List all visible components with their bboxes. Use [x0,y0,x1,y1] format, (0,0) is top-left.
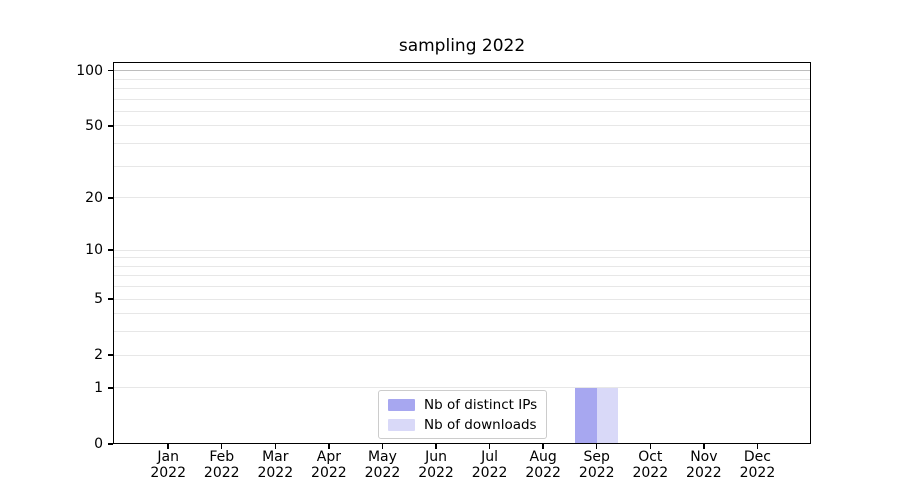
y-tick-label: 10 [85,242,103,259]
gridline [114,165,810,167]
gridline [114,125,810,127]
bar-nb-of-downloads [596,387,619,444]
x-tick-mark [703,444,705,449]
plot-area [113,62,811,444]
gridline [114,286,810,288]
y-tick-mark [108,197,113,199]
y-tick-label: 0 [94,436,103,452]
x-tick-mark [649,444,652,449]
x-tick-label: Oct 2022 [632,449,669,481]
gridline [114,354,810,356]
legend: Nb of distinct IPs Nb of downloads [378,390,548,439]
legend-swatch-distinct-ips-icon [388,398,415,411]
gridline [114,143,810,145]
y-tick-label: 50 [85,117,103,134]
legend-swatch-downloads-icon [388,418,415,431]
x-tick-label: May 2022 [364,449,401,481]
gridline [114,313,810,315]
x-tick-label: Dec 2022 [739,449,776,481]
x-tick-label: Apr 2022 [311,449,347,481]
gridline [114,98,810,100]
chart-title: sampling 2022 [398,36,526,56]
x-tick-label: Jul 2022 [471,449,508,481]
gridline [114,197,810,199]
x-tick-label: Mar 2022 [257,449,294,481]
legend-label-distinct-ips: Nb of distinct IPs [424,396,538,413]
y-tick-mark [108,125,113,127]
y-tick-mark [108,69,113,72]
y-tick-mark [108,298,113,300]
x-tick-label: Jan 2022 [150,449,186,481]
x-tick-mark [756,444,759,449]
y-tick-mark [108,249,113,251]
x-tick-mark [381,444,384,449]
x-tick-mark [274,444,277,449]
legend-item-downloads: Nb of downloads [388,416,537,433]
x-tick-label: Nov 2022 [686,449,722,481]
gridline [114,249,810,251]
gridline [114,70,810,72]
y-tick-mark [108,354,113,356]
bar-nb-of-distinct-ips [575,387,597,444]
y-tick-label: 100 [76,62,103,79]
x-tick-mark [595,444,598,449]
x-tick-mark [167,444,169,449]
legend-label-downloads: Nb of downloads [424,416,537,433]
y-tick-mark [108,443,113,445]
gridline [114,265,810,267]
y-tick-mark [108,387,113,389]
x-tick-label: Aug 2022 [525,449,561,481]
gridline [114,275,810,277]
x-tick-mark [542,444,544,449]
gridline [114,331,810,333]
gridline [114,387,810,389]
x-tick-label: Feb 2022 [203,449,240,481]
y-tick-label: 5 [94,291,103,308]
x-tick-label: Jun 2022 [418,449,454,481]
y-tick-label: 1 [94,379,103,396]
gridline [114,78,810,80]
gridline [114,298,810,300]
x-tick-mark [220,444,223,449]
x-tick-mark [435,444,437,449]
x-tick-mark [488,444,491,449]
y-tick-label: 20 [85,189,103,206]
legend-item-distinct-ips: Nb of distinct IPs [388,396,537,413]
gridline [114,111,810,112]
x-tick-mark [328,444,330,449]
x-tick-label: Sep 2022 [578,449,615,481]
y-tick-label: 2 [94,347,103,364]
gridline [114,88,810,90]
gridline [114,257,810,259]
